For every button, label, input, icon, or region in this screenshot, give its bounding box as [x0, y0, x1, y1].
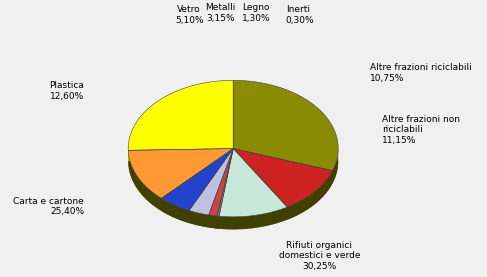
Polygon shape — [219, 148, 287, 217]
Polygon shape — [128, 150, 161, 211]
Polygon shape — [209, 148, 233, 227]
Polygon shape — [189, 148, 233, 223]
Polygon shape — [209, 148, 233, 227]
Polygon shape — [161, 148, 233, 211]
Polygon shape — [233, 148, 333, 207]
Text: Metalli
3,15%: Metalli 3,15% — [206, 3, 236, 23]
Text: Inerti
0,30%: Inerti 0,30% — [286, 5, 314, 25]
Text: Plastica
12,60%: Plastica 12,60% — [49, 81, 84, 101]
Text: Altre frazioni riciclabili
10,75%: Altre frazioni riciclabili 10,75% — [370, 63, 471, 83]
Polygon shape — [219, 207, 287, 229]
Polygon shape — [128, 80, 233, 150]
Polygon shape — [333, 149, 338, 183]
Polygon shape — [161, 148, 233, 211]
Text: Altre frazioni non
riciclabili
11,15%: Altre frazioni non riciclabili 11,15% — [382, 115, 460, 145]
Polygon shape — [209, 148, 233, 216]
Text: Carta e cartone
25,40%: Carta e cartone 25,40% — [13, 197, 84, 216]
Polygon shape — [189, 148, 233, 223]
Text: Legno
1,30%: Legno 1,30% — [242, 3, 271, 23]
Polygon shape — [287, 171, 333, 220]
Polygon shape — [219, 148, 233, 229]
Polygon shape — [233, 148, 333, 183]
Text: Rifiuti organici
domestici e verde
30,25%: Rifiuti organici domestici e verde 30,25… — [279, 241, 360, 271]
Polygon shape — [233, 148, 333, 183]
Polygon shape — [209, 215, 217, 229]
Polygon shape — [128, 148, 233, 163]
Polygon shape — [217, 148, 233, 229]
Polygon shape — [161, 198, 189, 223]
Polygon shape — [219, 148, 233, 229]
Polygon shape — [217, 148, 233, 216]
Polygon shape — [233, 148, 287, 220]
Polygon shape — [233, 148, 287, 220]
Polygon shape — [189, 211, 209, 227]
Polygon shape — [189, 148, 233, 215]
Polygon shape — [128, 148, 233, 163]
Polygon shape — [217, 148, 233, 229]
Polygon shape — [128, 148, 233, 198]
Polygon shape — [161, 148, 233, 211]
Polygon shape — [233, 80, 338, 171]
Polygon shape — [217, 216, 219, 229]
Polygon shape — [128, 161, 338, 229]
Text: Vetro
5,10%: Vetro 5,10% — [175, 5, 204, 25]
